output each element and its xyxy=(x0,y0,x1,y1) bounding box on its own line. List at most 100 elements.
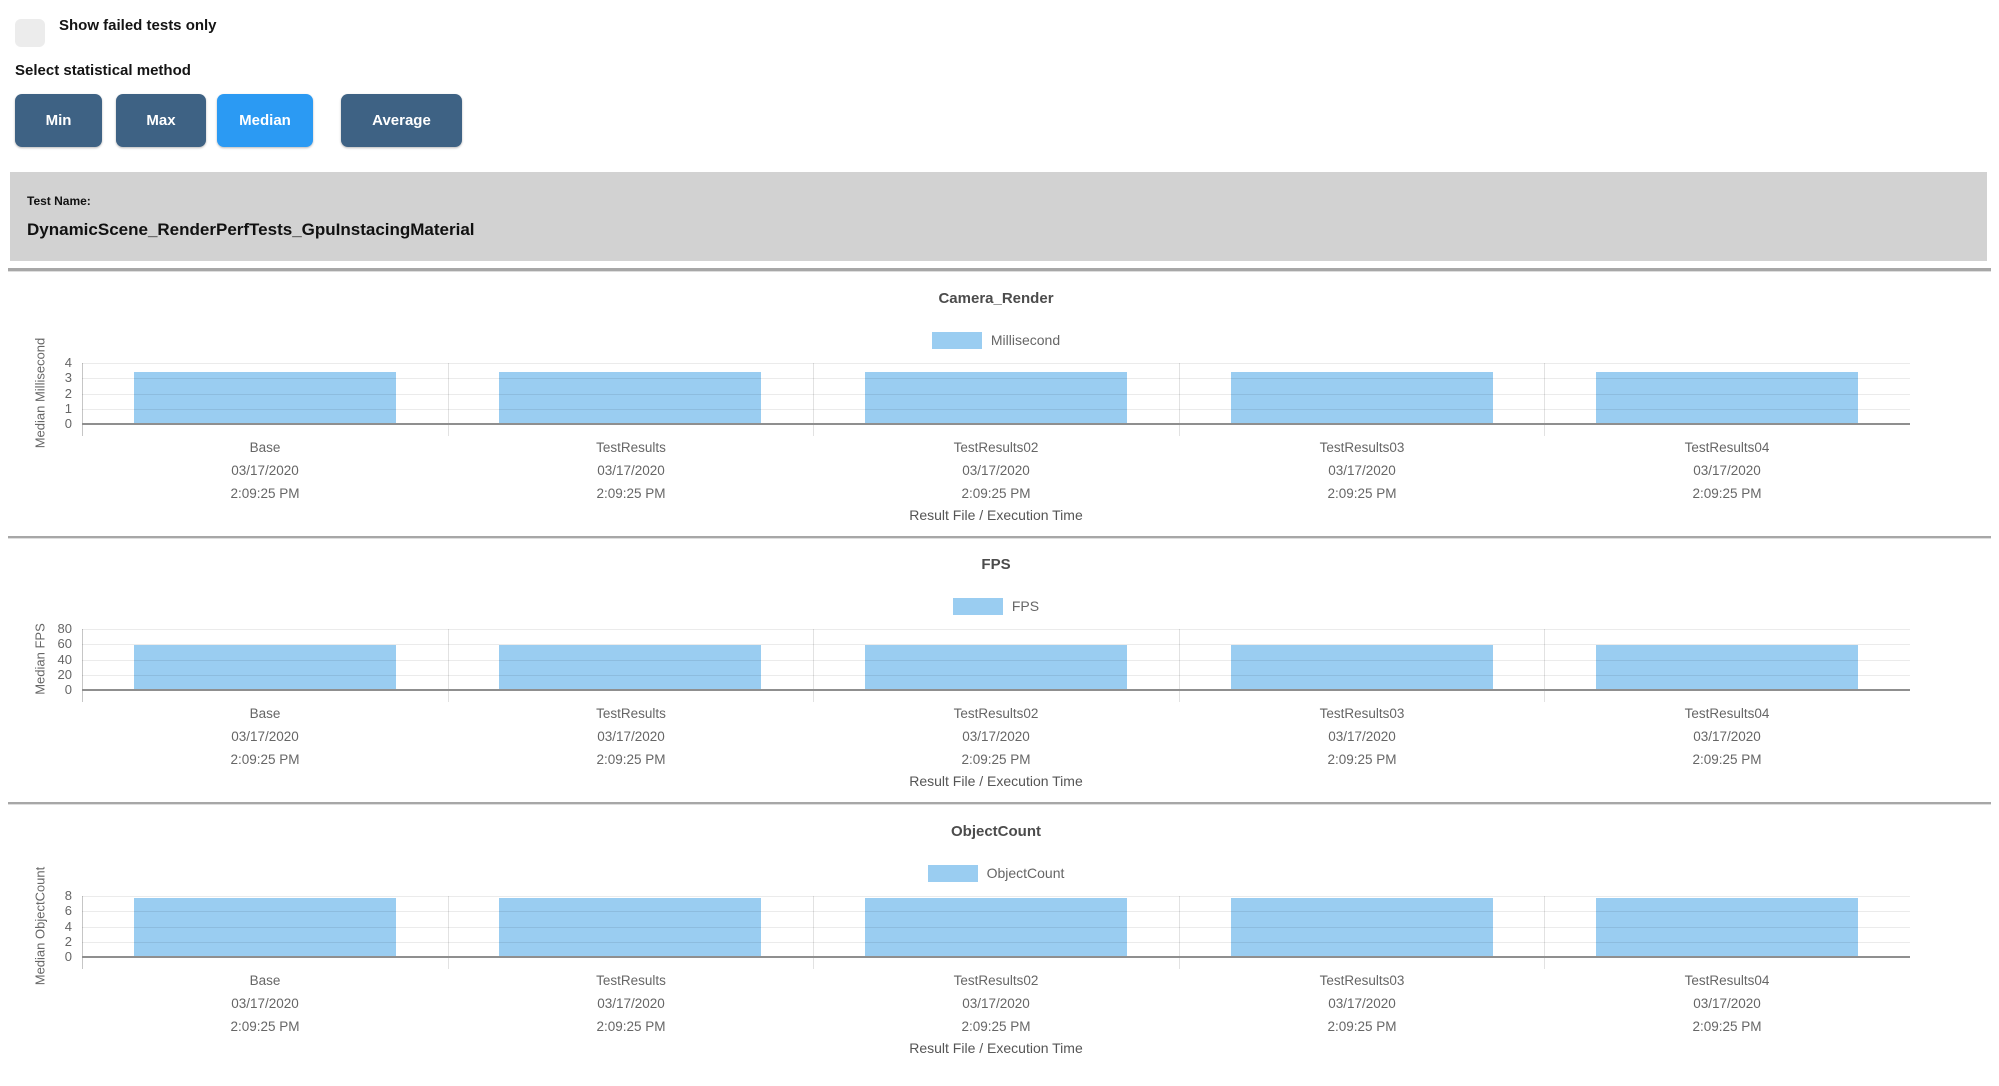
bar[interactable] xyxy=(865,645,1127,690)
legend-swatch-icon xyxy=(931,331,982,349)
category-name: TestResults03 xyxy=(1319,973,1405,988)
test-name-value: DynamicScene_RenderPerfTests_GpuInstacin… xyxy=(27,220,475,239)
y-tick-label: 3 xyxy=(64,370,72,386)
category-name: TestResults02 xyxy=(953,973,1039,988)
stat-button-min[interactable]: Min xyxy=(15,94,102,147)
category-time: 2:09:25 PM xyxy=(961,486,1031,501)
show-failed-checkbox[interactable] xyxy=(15,19,45,47)
category-name: Base xyxy=(249,973,281,988)
chart-title: ObjectCount xyxy=(951,823,1041,840)
bar[interactable] xyxy=(1231,897,1493,957)
section-divider xyxy=(8,536,1991,539)
gridline xyxy=(82,629,1910,630)
category-name: TestResults04 xyxy=(1684,973,1770,988)
bar[interactable] xyxy=(134,897,396,957)
category-gridline xyxy=(1544,629,1545,702)
category-time: 2:09:25 PM xyxy=(961,752,1031,767)
category-label: TestResults03 03/17/2020 2:09:25 PM xyxy=(1179,702,1545,771)
bar[interactable] xyxy=(865,897,1127,957)
chart-legend: FPS xyxy=(82,597,1910,615)
category-time: 2:09:25 PM xyxy=(596,752,666,767)
category-label: TestResults 03/17/2020 2:09:25 PM xyxy=(448,969,814,1038)
y-tick-label: 1 xyxy=(64,400,72,416)
y-axis-line xyxy=(82,629,83,702)
gridline xyxy=(82,659,1910,661)
category-date: 03/17/2020 xyxy=(1693,729,1761,744)
x-axis-title: Result File / Execution Time xyxy=(909,1040,1083,1056)
bar[interactable] xyxy=(1596,897,1858,957)
category-gridline xyxy=(1544,363,1545,436)
bar[interactable] xyxy=(1596,645,1858,690)
category-time: 2:09:25 PM xyxy=(1327,486,1397,501)
show-failed-label: Show failed tests only xyxy=(59,17,217,34)
category-label: Base 03/17/2020 2:09:25 PM xyxy=(82,436,448,505)
y-tick-label: 2 xyxy=(64,385,72,401)
category-label: TestResults02 03/17/2020 2:09:25 PM xyxy=(813,969,1179,1038)
chart-title: FPS xyxy=(981,556,1011,573)
category-gridline xyxy=(1179,629,1180,702)
chart-legend: ObjectCount xyxy=(82,864,1910,882)
x-axis-line xyxy=(82,956,1910,958)
chart-section-fps: FPS FPS Median FPS 80 60 40 20 0 Base 03/17/2020 2… xyxy=(0,551,1999,819)
category-gridline xyxy=(1179,363,1180,436)
category-date: 03/17/2020 xyxy=(231,463,299,478)
y-tick-label: 80 xyxy=(57,621,72,636)
category-time: 2:09:25 PM xyxy=(230,752,300,767)
category-gridline xyxy=(1544,896,1545,969)
legend-label: Millisecond xyxy=(990,332,1061,348)
gridline xyxy=(82,896,1910,897)
y-tick-label: 0 xyxy=(64,949,72,964)
gridline xyxy=(82,393,1910,395)
gridline xyxy=(82,674,1910,676)
bar[interactable] xyxy=(1231,645,1493,690)
stat-button-max[interactable]: Max xyxy=(116,94,206,147)
bar[interactable] xyxy=(499,897,761,957)
test-name-header: Test Name: DynamicScene_RenderPerfTests_… xyxy=(10,172,1987,261)
y-tick-label: 4 xyxy=(64,918,72,934)
section-divider xyxy=(8,268,1991,272)
bar[interactable] xyxy=(1596,372,1858,424)
category-name: TestResults03 xyxy=(1319,706,1405,721)
category-label: Base 03/17/2020 2:09:25 PM xyxy=(82,969,448,1038)
stat-button-average[interactable]: Average xyxy=(341,94,462,147)
chart-legend: Millisecond xyxy=(82,331,1910,349)
bar[interactable] xyxy=(499,645,761,690)
x-axis-line xyxy=(82,423,1910,425)
y-tick-label: 40 xyxy=(57,651,72,667)
category-gridline xyxy=(813,363,814,436)
y-tick-label: 20 xyxy=(57,666,72,682)
category-date: 03/17/2020 xyxy=(231,996,299,1011)
y-tick-label: 4 xyxy=(64,355,72,370)
legend-label: FPS xyxy=(1011,598,1040,614)
category-name: TestResults xyxy=(596,440,666,455)
bar[interactable] xyxy=(865,372,1127,424)
y-tick-label: 0 xyxy=(64,682,72,697)
bar[interactable] xyxy=(499,372,761,424)
category-date: 03/17/2020 xyxy=(597,463,665,478)
category-gridline xyxy=(448,363,449,436)
gridline xyxy=(82,926,1910,928)
gridline xyxy=(82,911,1910,913)
category-label: TestResults 03/17/2020 2:09:25 PM xyxy=(448,702,814,771)
plot-area xyxy=(82,629,1910,702)
category-date: 03/17/2020 xyxy=(1328,463,1396,478)
stat-button-median[interactable]: Median xyxy=(217,94,313,147)
bar[interactable] xyxy=(134,645,396,690)
category-time: 2:09:25 PM xyxy=(1692,752,1762,767)
category-label: TestResults04 03/17/2020 2:09:25 PM xyxy=(1544,969,1910,1038)
stat-method-label: Select statistical method xyxy=(15,62,191,79)
chart-section-camera_render: Camera_Render Millisecond Median Milliseco… xyxy=(0,285,1999,553)
legend-label: ObjectCount xyxy=(986,865,1065,881)
bar[interactable] xyxy=(134,372,396,424)
y-tick-label: 2 xyxy=(64,933,72,949)
x-axis-title: Result File / Execution Time xyxy=(909,773,1083,789)
y-axis-line xyxy=(82,363,83,436)
category-time: 2:09:25 PM xyxy=(961,1019,1031,1034)
category-gridline xyxy=(813,896,814,969)
bar[interactable] xyxy=(1231,372,1493,424)
legend-swatch-icon xyxy=(927,864,978,882)
category-date: 03/17/2020 xyxy=(1693,463,1761,478)
category-date: 03/17/2020 xyxy=(1328,729,1396,744)
y-axis-line xyxy=(82,896,83,969)
category-time: 2:09:25 PM xyxy=(1692,486,1762,501)
